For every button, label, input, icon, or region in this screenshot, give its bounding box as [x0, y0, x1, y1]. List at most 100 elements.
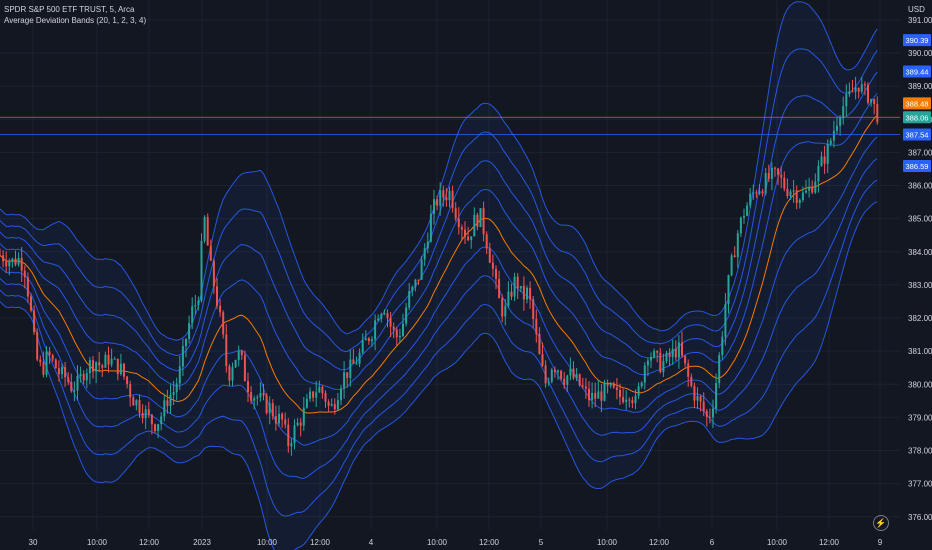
- candle-body: [219, 305, 222, 313]
- candle-body: [11, 258, 14, 262]
- candle-body: [749, 193, 752, 206]
- candle-body: [653, 351, 656, 358]
- candle-body: [513, 276, 516, 297]
- candle-body: [479, 208, 482, 227]
- candle-body: [222, 312, 225, 335]
- candle-body: [646, 360, 649, 366]
- candle-body: [597, 391, 600, 399]
- candle-body: [504, 305, 507, 317]
- candle-body: [73, 390, 76, 392]
- candle-body: [85, 373, 88, 381]
- candle-body: [414, 279, 417, 287]
- candle-body: [485, 234, 488, 249]
- candle-body: [101, 365, 104, 368]
- candle-body: [764, 173, 767, 194]
- candle-body: [194, 305, 197, 307]
- candle-body: [383, 313, 386, 315]
- candle-body: [42, 362, 45, 375]
- candle-body: [23, 270, 26, 278]
- candle-body: [361, 340, 364, 353]
- candle-body: [278, 413, 280, 424]
- candle-body: [457, 218, 460, 228]
- candle-body: [870, 98, 873, 103]
- candle-body: [811, 187, 814, 193]
- candle-body: [774, 167, 776, 169]
- candle-body: [287, 424, 290, 447]
- price-label-box: [903, 111, 931, 124]
- time-axis[interactable]: 30 10:00 12:00 2023 10:00 12:00 4 10:00 12:00 5 10…: [29, 538, 883, 547]
- candle-body: [591, 392, 594, 401]
- candle-body: [352, 359, 355, 364]
- candle-body: [259, 393, 262, 398]
- candle-body: [209, 245, 212, 261]
- candle-body: [417, 279, 420, 281]
- y-tick-label: 384.00: [908, 248, 932, 257]
- candle-body: [234, 359, 237, 368]
- candle-body: [876, 104, 879, 123]
- candle-body: [439, 190, 442, 206]
- candle-body: [367, 338, 370, 342]
- middle-band: [0, 114, 878, 414]
- candle-body: [67, 377, 70, 383]
- candle-body: [696, 396, 699, 401]
- candle-body: [476, 214, 479, 227]
- lightning-icon[interactable]: ⚡: [873, 515, 889, 531]
- candle-body: [243, 355, 246, 382]
- candle-body: [185, 338, 187, 347]
- candle-body: [535, 319, 538, 335]
- candle-body: [814, 181, 817, 193]
- candle-body: [699, 396, 702, 402]
- y-tick-label: 376.00: [908, 513, 932, 522]
- candle-body: [200, 240, 203, 301]
- candle-body: [755, 192, 758, 194]
- candle-body: [839, 117, 842, 126]
- y-tick-label: 391.00: [908, 16, 932, 25]
- candle-body: [526, 287, 528, 300]
- candle-body: [395, 329, 398, 338]
- candle-body: [296, 422, 299, 426]
- x-tick-label: 10:00: [427, 538, 448, 547]
- candle-body: [448, 190, 451, 201]
- candle-body: [557, 370, 559, 373]
- candle-body: [402, 323, 404, 336]
- candle-body: [823, 156, 826, 164]
- candle-body: [867, 84, 869, 103]
- candle-body: [857, 87, 860, 92]
- candle-body: [609, 383, 612, 386]
- indicator-title[interactable]: Average Deviation Bands (20, 1, 2, 3, 4): [4, 16, 147, 25]
- candle-body: [739, 217, 742, 234]
- y-tick-label: 379.00: [908, 413, 932, 422]
- candle-body: [671, 348, 674, 357]
- candlesticks: [0, 76, 879, 456]
- candle-body: [681, 342, 683, 356]
- candle-body: [594, 392, 597, 399]
- price-label-box: [903, 65, 931, 78]
- y-tick-label: 381.00: [908, 347, 932, 356]
- candle-body: [160, 416, 163, 425]
- candle-body: [640, 382, 643, 387]
- candle-body: [643, 365, 646, 383]
- candle-body: [203, 217, 206, 241]
- candle-body: [460, 227, 463, 230]
- candle-body: [271, 403, 274, 417]
- candle-body: [498, 278, 501, 299]
- symbol-title[interactable]: SPDR S&P 500 ETF TRUST, 5, Arca: [4, 5, 135, 14]
- candle-body: [82, 374, 85, 381]
- candle-body: [829, 140, 832, 144]
- candle-body: [104, 354, 107, 368]
- candle-body: [268, 403, 271, 414]
- candle-body: [20, 257, 23, 271]
- candle-body: [836, 125, 838, 131]
- candle-body: [482, 208, 485, 235]
- candle-body: [398, 335, 401, 338]
- chart-legend: SPDR S&P 500 ETF TRUST, 5, Arca Average …: [4, 4, 146, 26]
- candle-body: [495, 268, 497, 279]
- candle-body: [299, 422, 302, 426]
- candle-body: [470, 236, 473, 241]
- price-label-text: 388.48: [906, 99, 929, 108]
- price-axis[interactable]: USD391.00390.00389.00388.00387.00386.003…: [908, 5, 932, 522]
- candle-body: [746, 205, 749, 216]
- candle-body: [36, 332, 39, 360]
- candle-body: [634, 395, 637, 404]
